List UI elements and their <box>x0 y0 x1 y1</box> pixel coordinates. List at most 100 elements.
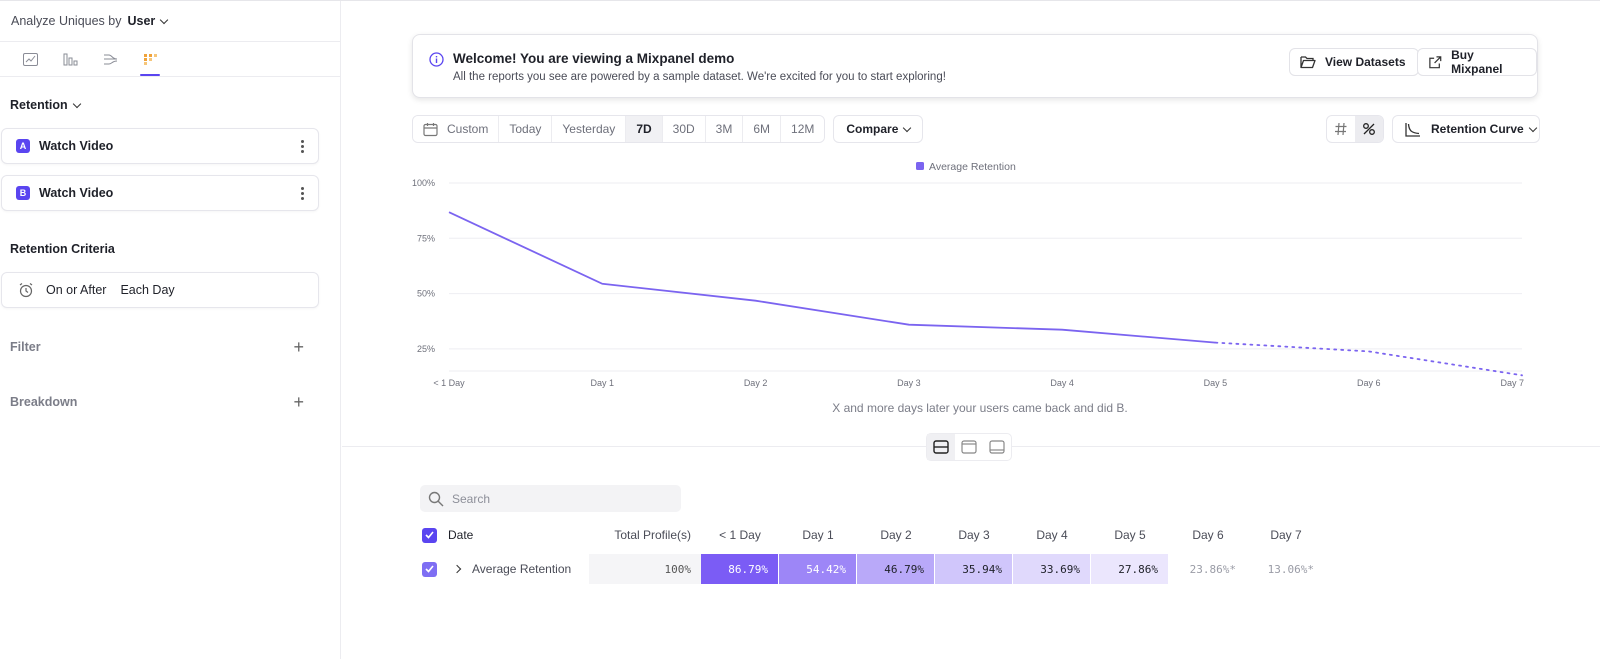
sidebar: Analyze Uniques by User Retention A Watc… <box>0 1 341 659</box>
event-b-card[interactable]: B Watch Video <box>1 175 319 211</box>
event-a-name: Watch Video <box>39 139 114 153</box>
tab-retention[interactable] <box>130 42 170 76</box>
header-day-6[interactable]: Day 6 <box>1192 528 1224 542</box>
view-datasets-button[interactable]: View Datasets <box>1289 48 1419 76</box>
data-point[interactable] <box>1516 369 1528 381</box>
header-day-0[interactable]: < 1 Day <box>719 528 761 542</box>
percent-format-button[interactable] <box>1355 116 1383 142</box>
row-checkbox[interactable] <box>422 561 437 577</box>
search-input[interactable] <box>452 491 672 506</box>
buy-mixpanel-label: Buy Mixpanel <box>1451 48 1503 76</box>
y-tick-label: 75% <box>417 233 435 243</box>
criteria-unit[interactable]: Each Day <box>120 283 175 297</box>
row-cell-day-2[interactable]: 46.79% <box>857 554 935 584</box>
data-point[interactable] <box>1056 324 1068 336</box>
retention-grid-icon <box>143 53 157 65</box>
row-total: 100% <box>589 554 701 584</box>
data-point[interactable] <box>1363 345 1375 357</box>
clock-icon <box>19 283 33 298</box>
legend-swatch <box>916 162 924 170</box>
chevron-right-icon[interactable] <box>452 564 462 574</box>
header-date[interactable]: Date <box>448 528 474 542</box>
buy-mixpanel-button[interactable]: Buy Mixpanel <box>1417 48 1537 76</box>
analyze-uniques-row[interactable]: Analyze Uniques by User <box>0 1 340 42</box>
kebab-menu-icon[interactable] <box>301 187 304 200</box>
select-all-checkbox[interactable] <box>422 527 437 543</box>
retention-criteria-title: Retention Criteria <box>10 242 115 256</box>
row-cell-day-0[interactable]: 86.79% <box>701 554 779 584</box>
retention-section-header[interactable]: Retention <box>0 97 340 113</box>
tab-insights[interactable] <box>10 42 50 76</box>
row-cell-day-4[interactable]: 33.69% <box>1013 554 1091 584</box>
range-7d-button[interactable]: 7D <box>626 116 663 142</box>
header-day-7[interactable]: Day 7 <box>1270 528 1302 542</box>
data-point[interactable] <box>750 295 762 307</box>
tab-funnels[interactable] <box>50 42 90 76</box>
header-day-4[interactable]: Day 4 <box>1036 528 1068 542</box>
breakdown-row[interactable]: Breakdown + <box>0 392 340 412</box>
date-toolbar: Custom Today Yesterday 7D 30D 3M 6M 12M … <box>412 115 924 143</box>
retention-criteria-card[interactable]: On or After Each Day <box>1 272 319 308</box>
chart-type-dropdown[interactable]: Retention Curve <box>1392 115 1540 143</box>
table-row: Average Retention 100% 86.79% 54.42% 46.… <box>422 554 1325 584</box>
data-point[interactable] <box>443 206 455 218</box>
search-icon <box>428 491 444 506</box>
x-axis-label: X and more days later your users came ba… <box>832 401 1127 415</box>
chart-type-label: Retention Curve <box>1431 122 1524 136</box>
split-view-button[interactable] <box>927 434 955 460</box>
header-day-1[interactable]: Day 1 <box>802 528 834 542</box>
layout-toggle <box>926 433 1012 461</box>
range-3m-button[interactable]: 3M <box>705 116 744 142</box>
row-cell-day-6[interactable]: 23.86%* <box>1169 554 1247 584</box>
chart-tools: Retention Curve <box>1326 115 1540 143</box>
top-layout-icon <box>961 440 977 454</box>
add-breakdown-icon[interactable]: + <box>293 392 304 412</box>
retention-section-title: Retention <box>10 98 68 112</box>
row-cell-day-5[interactable]: 27.86% <box>1091 554 1169 584</box>
range-custom-button[interactable]: Custom <box>413 116 500 142</box>
range-12m-button[interactable]: 12M <box>781 116 825 142</box>
range-30d-button[interactable]: 30D <box>662 116 706 142</box>
flows-icon <box>103 54 117 64</box>
range-today-button[interactable]: Today <box>499 116 553 142</box>
data-point[interactable] <box>903 319 915 331</box>
filter-row[interactable]: Filter + <box>0 337 340 357</box>
x-tick-label: Day 7 <box>1500 378 1524 388</box>
x-tick-label: Day 1 <box>591 378 615 388</box>
event-a-badge: A <box>16 139 30 153</box>
chart-view-button[interactable] <box>955 434 983 460</box>
range-6m-button[interactable]: 6M <box>743 116 782 142</box>
chevron-down-icon <box>1528 123 1537 132</box>
row-label: Average Retention <box>472 562 572 576</box>
hash-icon <box>1335 122 1347 136</box>
compare-button[interactable]: Compare <box>833 115 924 143</box>
retention-line-projected <box>1214 341 1523 377</box>
header-total[interactable]: Total Profile(s) <box>614 528 691 542</box>
header-day-5[interactable]: Day 5 <box>1114 528 1146 542</box>
number-format-button[interactable] <box>1327 116 1355 142</box>
data-point[interactable] <box>1209 337 1221 349</box>
legend-label[interactable]: Average Retention <box>929 161 1016 173</box>
row-label-cell[interactable]: Average Retention <box>448 554 589 584</box>
check-icon <box>425 531 434 539</box>
add-filter-icon[interactable]: + <box>293 337 304 357</box>
data-point[interactable] <box>596 278 608 290</box>
y-tick-label: 25% <box>417 344 435 354</box>
table-view-button[interactable] <box>983 434 1011 460</box>
kebab-menu-icon[interactable] <box>301 140 304 153</box>
external-link-icon <box>1429 55 1442 68</box>
tab-flows[interactable] <box>90 42 130 76</box>
criteria-mode[interactable]: On or After <box>46 283 107 297</box>
y-axis-ticks: 100% 75% 50% 25% <box>412 178 435 354</box>
header-day-2[interactable]: Day 2 <box>880 528 912 542</box>
table-search[interactable] <box>420 485 681 512</box>
row-cell-day-7[interactable]: 13.06%* <box>1247 554 1325 584</box>
range-yesterday-button[interactable]: Yesterday <box>552 116 627 142</box>
x-tick-label: Day 2 <box>744 378 768 388</box>
header-day-3[interactable]: Day 3 <box>958 528 990 542</box>
banner-title: Welcome! You are viewing a Mixpanel demo <box>453 51 735 66</box>
event-a-card[interactable]: A Watch Video <box>1 128 319 164</box>
row-cell-day-3[interactable]: 35.94% <box>935 554 1013 584</box>
row-cell-day-1[interactable]: 54.42% <box>779 554 857 584</box>
analyze-by-dropdown[interactable]: User <box>127 14 169 28</box>
